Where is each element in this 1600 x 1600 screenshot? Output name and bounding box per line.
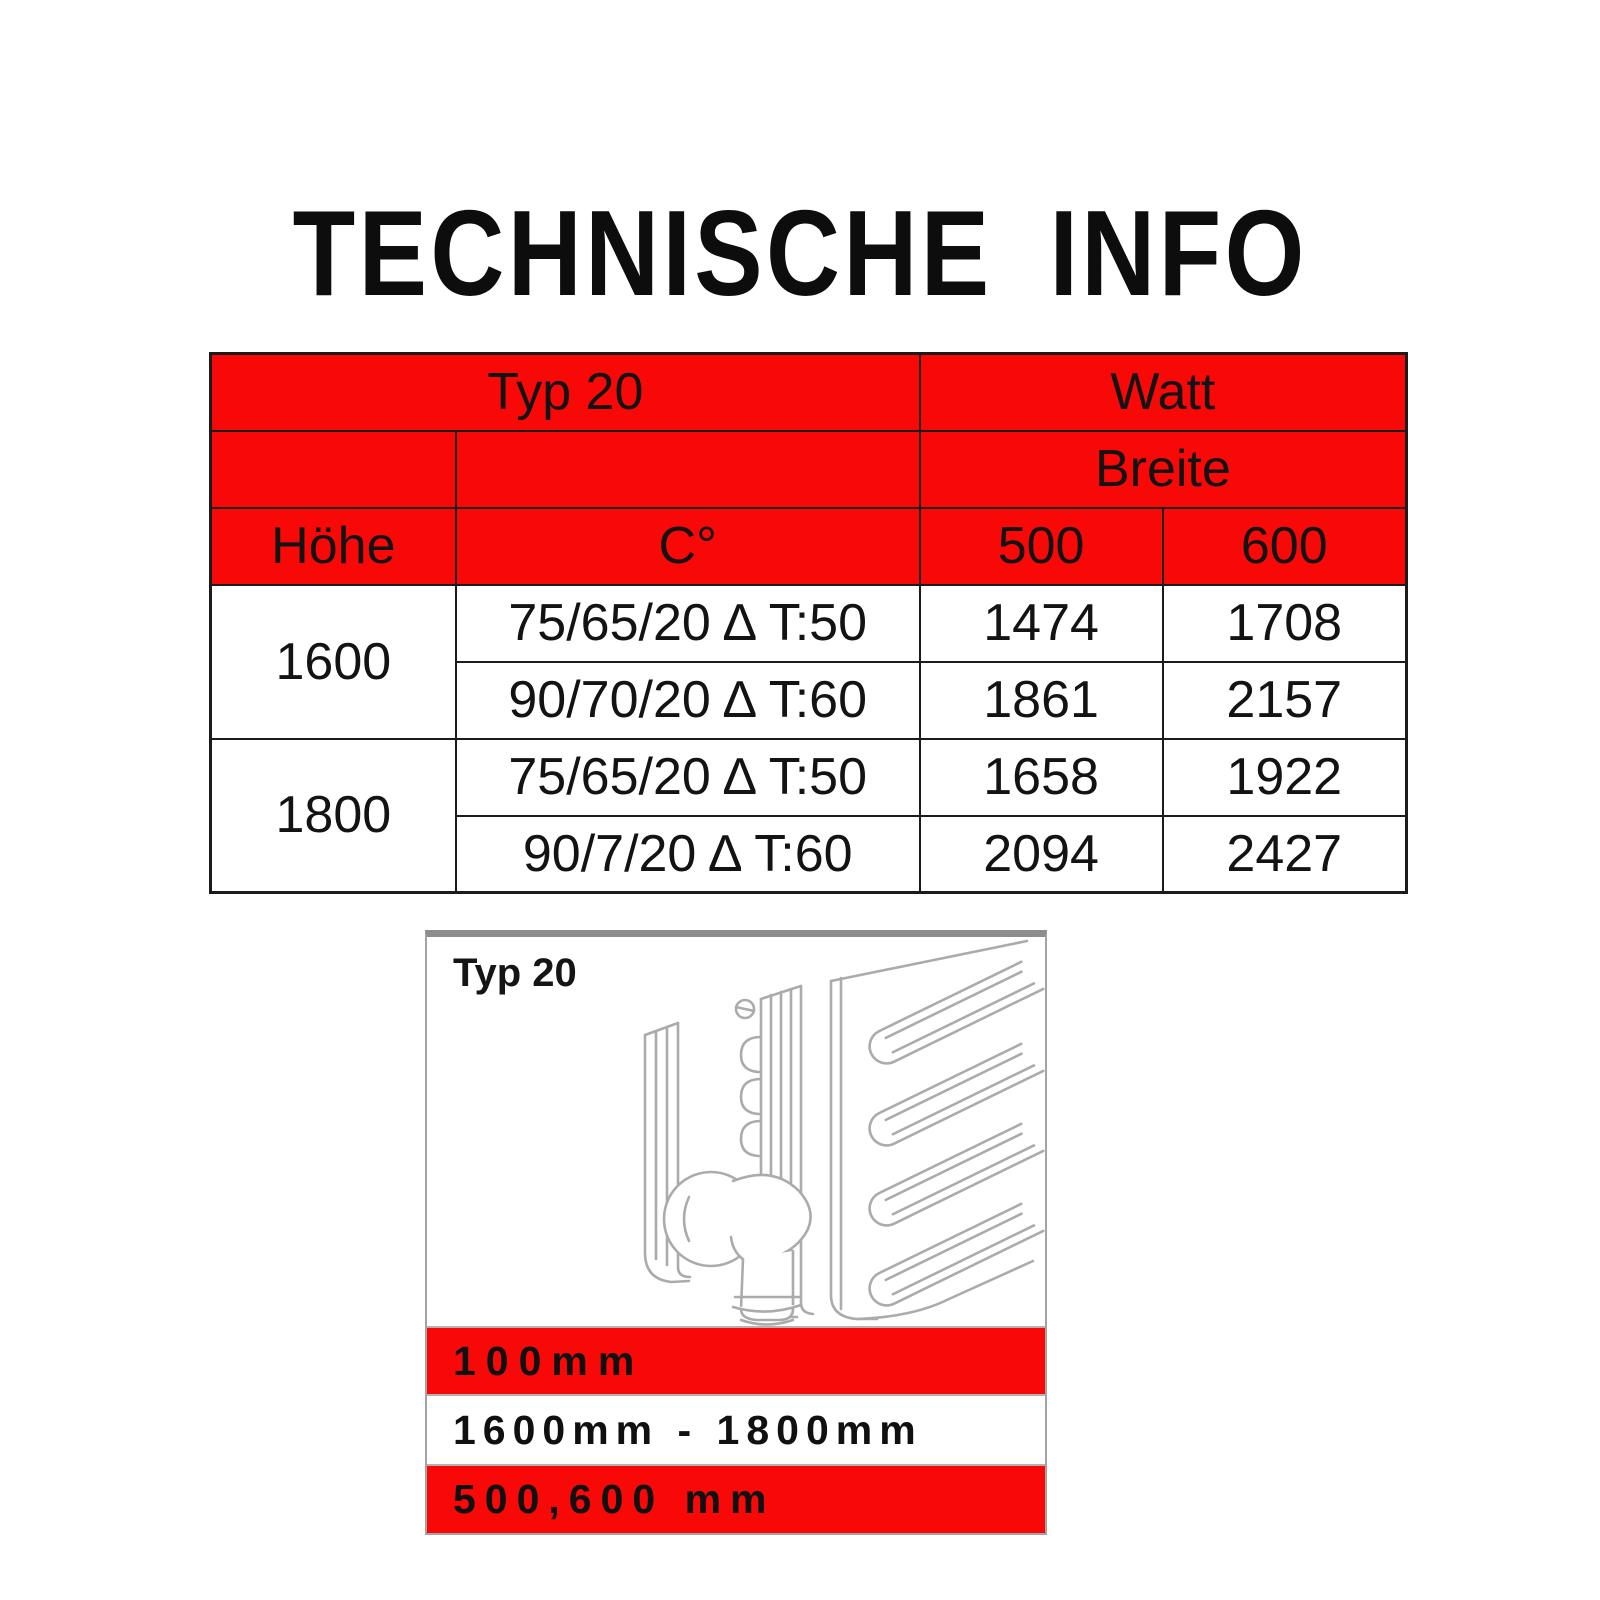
dim-bar-widths: 500,600 mm [427,1464,1045,1533]
table-row-header-3: Höhe C° 500 600 [209,506,1408,586]
header-cell-typ: Typ 20 [209,352,921,432]
table-row-data: 1600 75/65/20 Δ T:50 1474 1708 [209,583,1408,740]
cell-watt-500: 1474 [918,583,1164,663]
page-title-text: TECHNISCHE INFO [292,185,1308,321]
valve-fitting [662,1170,812,1326]
cell-hoehe-1800: 1800 [209,737,457,894]
radiator-diagram-box: Typ 20 [425,930,1047,1535]
dim-widths-value: 500,600 mm [453,1476,776,1522]
finned-panel [829,939,1045,1321]
table-row-header-2: Breite [209,429,1408,509]
cell-watt-600: 1708 [1161,583,1408,663]
header-cell-breite: Breite [918,429,1408,509]
table-row-data: 1800 75/65/20 Δ T:50 1658 1922 [209,737,1408,894]
cell-hoehe-1600: 1600 [209,583,457,740]
dim-bar-height-range: 1600mm - 1800mm [427,1394,1045,1464]
radiator-line-drawing [643,939,1045,1326]
header-cell-celsius: C° [454,506,921,586]
header-cell-empty-hoehe [209,429,457,509]
cell-watt-600: 2157 [1161,660,1408,740]
page-title: TECHNISCHE INFO [0,192,1600,314]
cell-temp: 75/65/20 Δ T:50 [454,737,921,817]
dim-depth-value: 100mm [453,1337,645,1384]
cell-temp: 90/7/20 Δ T:60 [454,814,921,894]
spec-table: Typ 20 Watt Breite Höhe C° 500 600 1600 … [209,352,1408,894]
cell-watt-500: 1861 [918,660,1164,740]
cell-watt-600: 1922 [1161,737,1408,817]
cell-temp: 90/70/20 Δ T:60 [454,660,921,740]
cell-watt-500: 2094 [918,814,1164,894]
header-cell-watt: Watt [918,352,1408,432]
header-cell-hoehe: Höhe [209,506,457,586]
header-cell-width-600: 600 [1161,506,1408,586]
header-cell-width-500: 500 [918,506,1164,586]
cell-watt-500: 1658 [918,737,1164,817]
cell-temp: 75/65/20 Δ T:50 [454,583,921,663]
table-row-header-1: Typ 20 Watt [209,352,1408,432]
table-row-data: 90/7/20 Δ T:60 2094 2427 [211,814,1408,894]
dim-bar-depth: 100mm [427,1326,1045,1394]
radiator-drawing-area: Typ 20 [427,937,1045,1326]
header-cell-empty-celsius [454,429,921,509]
table-row-data: 90/70/20 Δ T:60 1861 2157 [211,660,1408,740]
diagram-type-label: Typ 20 [453,951,577,995]
cell-watt-600: 2427 [1161,814,1408,894]
dim-height-range-value: 1600mm - 1800mm [453,1406,923,1453]
